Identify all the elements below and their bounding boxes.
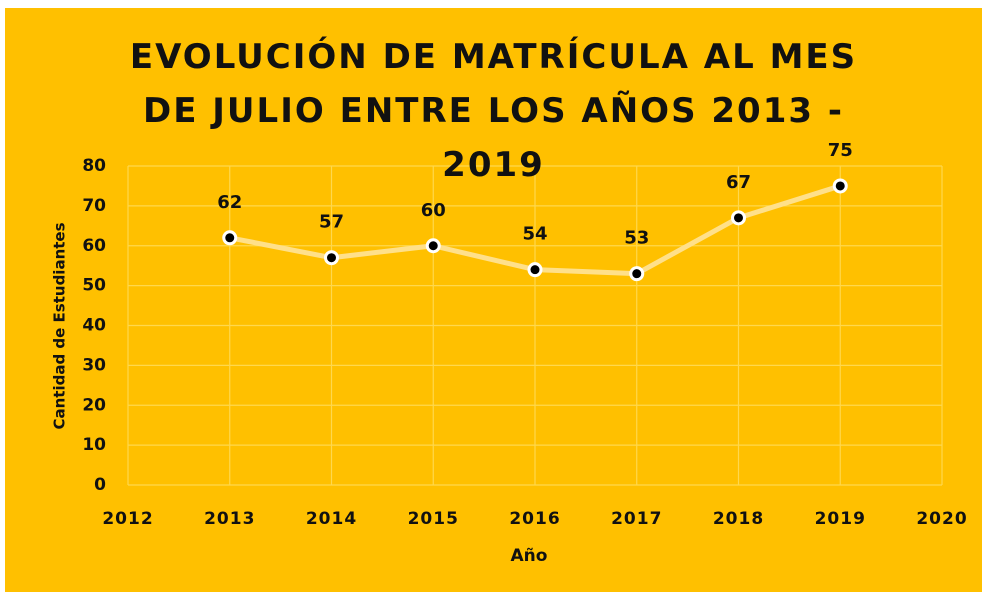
marker: [629, 266, 645, 282]
marker: [527, 262, 543, 278]
data-label: 67: [726, 172, 751, 193]
data-label: 53: [624, 228, 649, 249]
x-tick-label: 2018: [713, 509, 764, 529]
data-label: 54: [522, 224, 547, 245]
y-tick-label: 50: [82, 276, 106, 296]
data-label: 75: [828, 140, 853, 161]
x-tick-label: 2015: [408, 509, 459, 529]
x-tick-label: 2020: [916, 509, 967, 529]
y-axis-label: Cantidad de Estudiantes: [51, 222, 69, 429]
y-tick-label: 20: [82, 395, 106, 415]
y-tick-label: 70: [82, 196, 106, 216]
x-tick-label: 2019: [815, 509, 866, 529]
y-tick-label: 30: [82, 355, 106, 375]
chart-panel: [5, 8, 982, 592]
y-tick-label: 80: [82, 156, 106, 176]
y-tick-label: 40: [82, 316, 106, 336]
marker: [832, 178, 848, 194]
y-tick-label: 60: [82, 236, 106, 256]
data-label: 60: [421, 200, 446, 221]
y-tick-label: 10: [82, 435, 106, 455]
chart-title: EVOLUCIÓN DE MATRÍCULA AL MES DE JULIO E…: [129, 37, 858, 185]
x-tick-label: 2017: [611, 509, 662, 529]
marker: [425, 238, 441, 254]
marker: [731, 210, 746, 226]
x-tick-label: 2012: [102, 509, 153, 529]
x-tick-label: 2016: [509, 509, 560, 529]
x-tick-label: 2014: [306, 509, 357, 529]
data-label: 57: [319, 212, 344, 233]
marker: [324, 250, 339, 266]
data-label: 62: [217, 192, 242, 213]
x-tick-label: 2013: [204, 509, 255, 529]
marker: [222, 230, 238, 246]
y-tick-label: 0: [94, 475, 106, 495]
x-axis-label: Año: [511, 546, 548, 566]
